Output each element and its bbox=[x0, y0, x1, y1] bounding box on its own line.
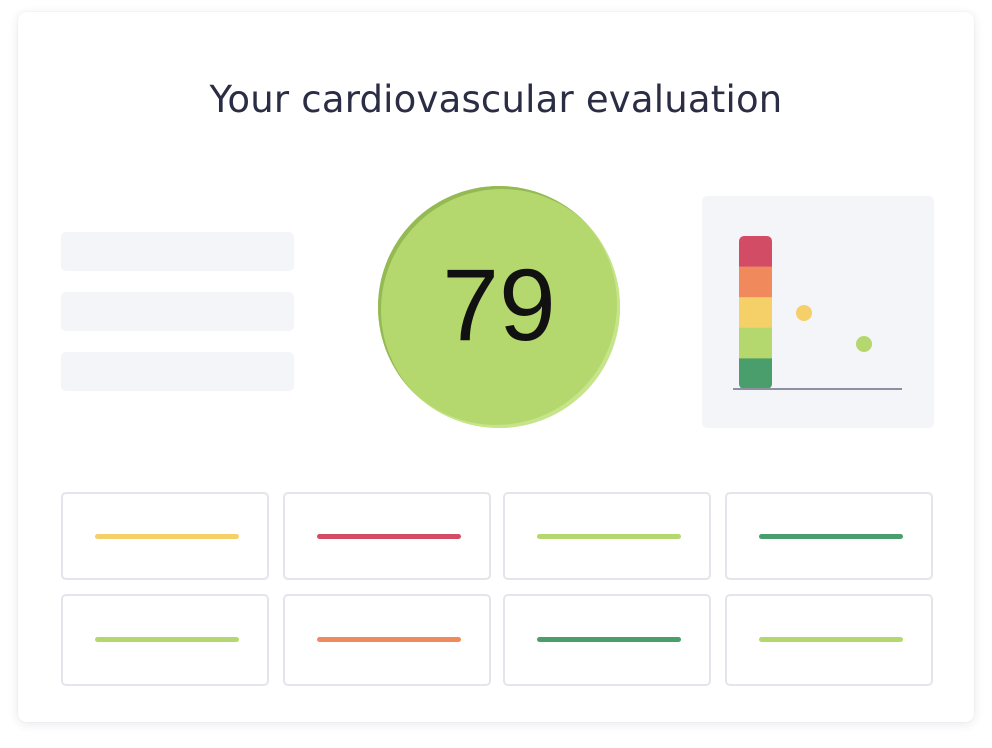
risk-scale-svg bbox=[733, 236, 902, 390]
risk-band-5 bbox=[739, 358, 772, 389]
score-badge: 79 bbox=[378, 186, 620, 428]
page-title: Your cardiovascular evaluation bbox=[209, 78, 783, 121]
metric-tile[interactable] bbox=[61, 594, 269, 686]
metric-status-bar bbox=[95, 637, 239, 642]
risk-scale-chart bbox=[702, 196, 934, 428]
risk-band-2 bbox=[739, 266, 772, 298]
risk-band-4 bbox=[739, 327, 772, 359]
metric-status-bar bbox=[317, 534, 461, 539]
metric-tile[interactable] bbox=[283, 492, 491, 580]
score-value: 79 bbox=[442, 248, 556, 362]
metric-status-bar bbox=[317, 637, 461, 642]
risk-scale-bar bbox=[739, 236, 772, 389]
metric-status-bar bbox=[537, 534, 681, 539]
metric-tile[interactable] bbox=[725, 594, 933, 686]
risk-band-3 bbox=[739, 297, 772, 329]
metric-tile[interactable] bbox=[725, 492, 933, 580]
placeholder-line-1 bbox=[61, 232, 294, 271]
metric-status-bar bbox=[759, 534, 903, 539]
placeholder-line-3 bbox=[61, 352, 294, 391]
metric-tile[interactable] bbox=[503, 594, 711, 686]
risk-band-1 bbox=[739, 236, 772, 268]
metric-status-bar bbox=[537, 637, 681, 642]
score-marker bbox=[796, 305, 812, 321]
metric-tile[interactable] bbox=[503, 492, 711, 580]
metric-status-bar bbox=[759, 637, 903, 642]
metric-status-bar bbox=[95, 534, 239, 539]
placeholder-line-2 bbox=[61, 292, 294, 331]
metric-tile[interactable] bbox=[61, 492, 269, 580]
metric-tile[interactable] bbox=[283, 594, 491, 686]
score-marker bbox=[856, 336, 872, 352]
